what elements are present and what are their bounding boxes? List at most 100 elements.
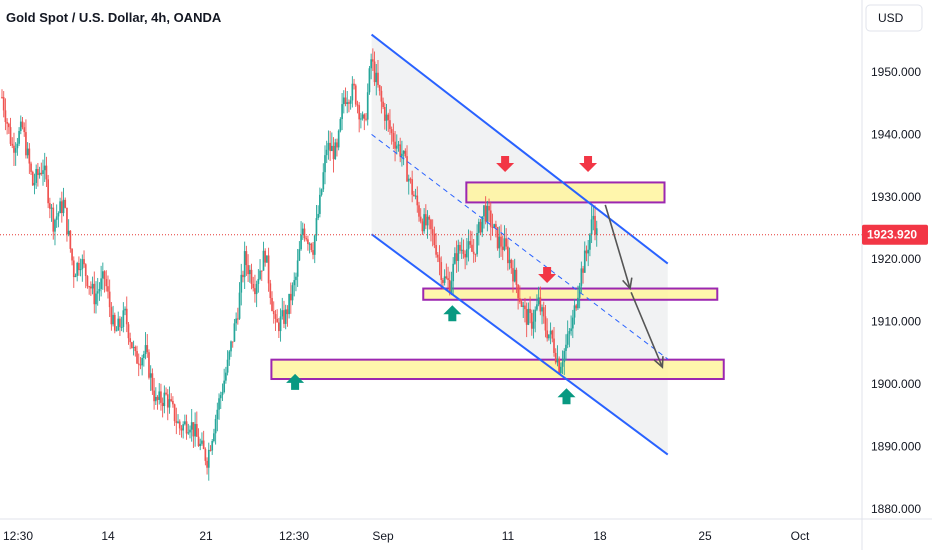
candle-body <box>168 399 171 408</box>
candle-body <box>563 350 566 363</box>
candle-body <box>459 244 461 251</box>
candle-body <box>495 224 497 228</box>
price-axis[interactable] <box>862 0 932 550</box>
candle-body <box>419 216 422 222</box>
channel-lower-line[interactable] <box>370 233 669 456</box>
candle-body <box>527 308 530 325</box>
candle-body <box>595 228 598 235</box>
candle-body <box>67 230 70 235</box>
candle-body <box>312 250 314 255</box>
candle-body <box>558 358 560 374</box>
candle-body <box>182 424 185 431</box>
candle-body <box>100 278 102 289</box>
candle-body <box>255 283 258 295</box>
candle-body <box>54 219 56 232</box>
candle-body <box>49 203 51 209</box>
candle-body <box>483 205 485 217</box>
support-resistance-zones[interactable] <box>270 181 725 381</box>
candle-body <box>471 244 473 252</box>
projection-arrowhead <box>622 277 633 291</box>
candle-body <box>25 132 27 156</box>
candle-body <box>156 396 159 400</box>
candle-body <box>363 114 366 119</box>
current-price-label: 1923.920 <box>867 228 917 242</box>
candle-body <box>546 330 549 339</box>
candle-body <box>98 288 101 292</box>
candle-body <box>18 130 20 144</box>
candle-body <box>467 241 470 250</box>
candle-body <box>283 310 285 324</box>
candle-body <box>378 85 381 91</box>
currency-button[interactable] <box>865 4 923 32</box>
candle-body <box>151 373 154 391</box>
candle-body <box>264 250 267 263</box>
candle-body <box>59 201 61 214</box>
candle-body <box>1 96 3 98</box>
candle-body <box>457 244 460 261</box>
candle-body <box>112 314 114 325</box>
time-tick-label: 18 <box>593 529 607 543</box>
candle-body <box>113 314 116 331</box>
arrow-up-icon <box>286 373 305 390</box>
price-tick-label: 1950.000 <box>871 65 921 79</box>
candle-body <box>474 253 477 255</box>
candle-body <box>365 118 367 120</box>
time-tick-label: Oct <box>791 529 810 543</box>
candle-body <box>383 107 386 121</box>
zone-rect[interactable] <box>465 181 666 204</box>
candle-body <box>14 148 17 153</box>
candle-body <box>433 233 436 246</box>
candle-body <box>153 390 155 402</box>
candle-body <box>559 366 562 374</box>
candle-body <box>389 120 391 130</box>
candle-body <box>565 344 567 351</box>
candle-body <box>585 250 588 254</box>
candle-body <box>373 61 376 83</box>
candle-body <box>245 251 248 266</box>
candle-body <box>161 402 164 407</box>
candle-body <box>45 165 48 180</box>
candle-body <box>52 207 55 232</box>
candle-body <box>520 301 523 307</box>
channel-lines[interactable] <box>370 33 669 456</box>
candle-body <box>353 83 355 86</box>
candle-body <box>510 259 513 269</box>
candle-body <box>454 253 456 264</box>
candle-body <box>399 144 402 157</box>
current-price-badge <box>862 224 928 245</box>
arrow-down-icon <box>579 155 598 172</box>
candle-body <box>160 391 162 403</box>
candle-body <box>60 201 63 214</box>
candle-body <box>19 121 22 131</box>
candle-body <box>349 100 352 104</box>
candle-body <box>556 358 559 363</box>
candle-body <box>289 293 292 301</box>
candle-body <box>154 396 157 402</box>
projection-line <box>604 204 631 289</box>
price-tick-label: 1930.000 <box>871 190 921 204</box>
candle-body <box>479 221 482 233</box>
candle-body <box>267 255 270 284</box>
candle-body <box>78 262 80 271</box>
zone-rect[interactable] <box>422 287 719 301</box>
candle-body <box>554 352 557 363</box>
candle-body <box>571 317 574 329</box>
candle-body <box>139 364 142 366</box>
candle-body <box>330 145 333 152</box>
arrow-down-icon <box>496 155 515 172</box>
candle-body <box>37 168 39 176</box>
zone-rect[interactable] <box>270 358 725 381</box>
candle-body <box>180 428 183 431</box>
candle-body <box>431 229 434 234</box>
candle-body <box>88 286 91 288</box>
candle-body <box>91 283 94 289</box>
candle-body <box>132 346 135 348</box>
candle-body <box>498 236 501 249</box>
candle-body <box>496 227 499 249</box>
candle-body <box>332 145 335 160</box>
time-tick-label: 25 <box>698 529 712 543</box>
candle-body <box>38 172 41 176</box>
candle-body <box>568 331 571 334</box>
channel-upper-line[interactable] <box>370 33 669 265</box>
